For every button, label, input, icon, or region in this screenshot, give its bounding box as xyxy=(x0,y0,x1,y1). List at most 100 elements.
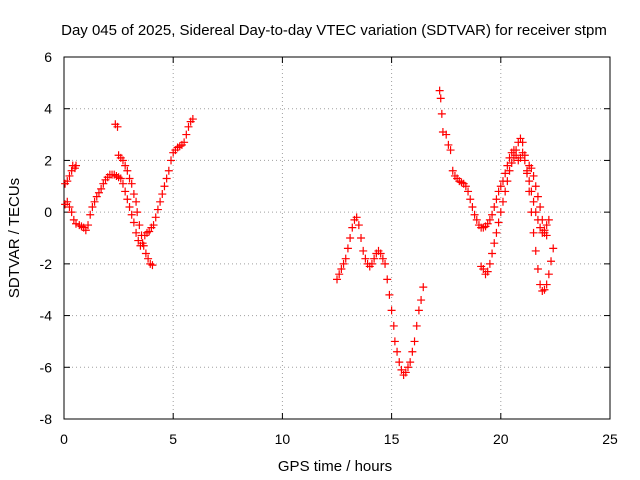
data-point xyxy=(164,166,173,175)
data-point xyxy=(538,215,547,224)
x-tick-label: 20 xyxy=(493,431,509,447)
x-axis-label: GPS time / hours xyxy=(278,458,392,475)
data-point xyxy=(153,205,162,214)
data-point xyxy=(129,218,138,227)
data-point xyxy=(448,166,457,175)
data-point xyxy=(118,156,127,165)
data-point xyxy=(135,221,144,230)
data-point xyxy=(419,283,428,292)
data-point xyxy=(118,179,127,188)
data-point xyxy=(390,337,399,346)
data-point xyxy=(113,122,122,131)
data-point xyxy=(357,234,366,242)
data-point xyxy=(133,208,142,217)
data-point xyxy=(496,208,505,217)
data-point xyxy=(175,142,184,151)
data-point xyxy=(141,249,150,258)
chart-title: Day 045 of 2025, Sidereal Day-to-day VTE… xyxy=(61,22,607,39)
data-point xyxy=(127,210,136,219)
data-point xyxy=(533,265,542,274)
data-point xyxy=(69,215,78,224)
data-point xyxy=(158,190,167,199)
data-point xyxy=(466,195,475,204)
data-point xyxy=(417,296,426,305)
data-point xyxy=(523,169,532,178)
data-point xyxy=(139,241,148,250)
series-1 xyxy=(61,115,197,270)
data-point xyxy=(337,265,346,274)
x-tick-label: 25 xyxy=(602,431,618,447)
data-point xyxy=(490,202,499,211)
data-point xyxy=(509,153,518,162)
data-point xyxy=(527,164,536,173)
data-point xyxy=(359,246,368,255)
data-point xyxy=(348,223,357,232)
data-point xyxy=(536,202,545,211)
data-point xyxy=(72,219,81,228)
data-point xyxy=(123,195,132,204)
data-point xyxy=(542,221,551,230)
data-point xyxy=(505,166,514,175)
data-point xyxy=(167,156,176,165)
series-3 xyxy=(435,86,558,296)
data-point xyxy=(444,140,453,149)
data-point xyxy=(538,287,547,296)
data-point xyxy=(464,187,473,196)
data-point xyxy=(339,259,348,268)
data-point xyxy=(367,259,376,268)
data-point xyxy=(436,94,445,103)
data-point xyxy=(86,210,95,219)
data-point xyxy=(485,259,494,268)
data-point xyxy=(343,244,352,253)
data-point xyxy=(132,228,141,237)
data-point xyxy=(121,187,130,196)
data-point xyxy=(549,244,558,253)
data-point xyxy=(149,221,158,230)
data-point xyxy=(182,130,191,139)
data-points xyxy=(61,86,558,380)
data-point xyxy=(512,146,521,155)
data-point xyxy=(346,234,355,242)
data-point xyxy=(134,236,143,245)
data-point xyxy=(529,228,538,237)
y-tick-label: 0 xyxy=(44,204,52,220)
data-point xyxy=(468,202,477,211)
x-tick-label: 5 xyxy=(169,431,177,447)
data-point xyxy=(123,166,132,175)
data-point xyxy=(518,138,527,147)
data-point xyxy=(146,259,155,268)
data-point xyxy=(354,221,363,230)
data-point xyxy=(525,187,534,196)
data-point xyxy=(81,226,90,235)
data-point xyxy=(507,159,516,168)
y-tick-label: -8 xyxy=(40,411,53,427)
y-tick-labels: -8 -6 -4 -2 0 2 4 6 xyxy=(40,49,53,427)
data-point xyxy=(387,306,396,315)
data-point xyxy=(536,223,545,232)
data-point xyxy=(132,197,141,206)
y-tick-label: -2 xyxy=(40,256,53,272)
data-point xyxy=(144,254,153,263)
data-point xyxy=(531,182,540,191)
data-point xyxy=(531,246,540,255)
data-point xyxy=(408,347,417,356)
data-point xyxy=(457,178,466,187)
data-point xyxy=(156,197,165,206)
data-point xyxy=(542,231,551,240)
data-point xyxy=(529,171,538,180)
axis-ticks xyxy=(63,56,611,420)
data-point xyxy=(490,239,499,248)
y-tick-label: 2 xyxy=(44,152,52,168)
data-point xyxy=(492,228,501,237)
data-point xyxy=(67,208,76,217)
data-point xyxy=(544,270,553,279)
data-point xyxy=(435,86,444,95)
data-point xyxy=(162,174,171,183)
y-tick-label: 4 xyxy=(44,101,52,117)
data-point xyxy=(488,249,497,258)
data-point xyxy=(341,254,350,263)
data-point xyxy=(72,161,81,170)
data-point xyxy=(501,187,510,196)
data-point xyxy=(383,275,392,284)
